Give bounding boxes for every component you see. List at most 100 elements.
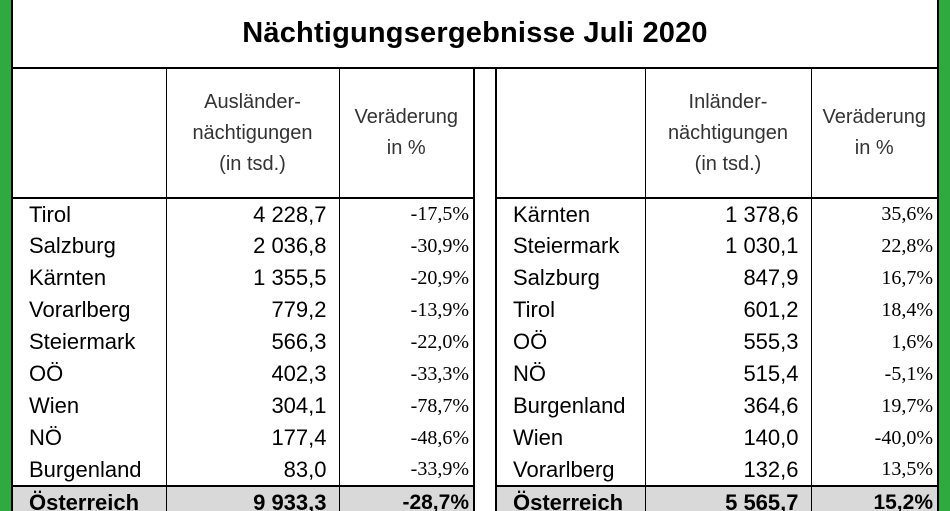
- overnights-cell: 83,0: [165, 454, 339, 486]
- header-region: [497, 69, 645, 199]
- header-line: nächtigungen: [667, 121, 789, 144]
- overnights-cell: 779,2: [165, 294, 339, 326]
- overnights-cell: 1 355,5: [165, 262, 339, 294]
- tables-area: Ausländer- nächtigungen (in tsd.) Veräde…: [13, 69, 937, 511]
- region-cell: Vorarlberg: [513, 456, 615, 482]
- table-row: Vorarlberg 132,6 13,5%: [497, 454, 937, 486]
- change-cell: -48,6%: [338, 422, 473, 454]
- change-cell: -5,1%: [810, 358, 937, 390]
- foreign-overnights-table: Ausländer- nächtigungen (in tsd.) Veräde…: [13, 69, 473, 511]
- header-change-percent: Veräderung in %: [810, 69, 937, 199]
- region-cell: OÖ: [513, 329, 548, 354]
- change-cell: 15,2%: [810, 485, 937, 511]
- table-row: Tirol 601,2 18,4%: [497, 294, 937, 326]
- overnights-cell: 1 378,6: [644, 198, 811, 230]
- change-cell: -28,7%: [338, 485, 473, 511]
- change-cell: 22,8%: [810, 230, 937, 262]
- overnights-cell: 140,0: [644, 422, 811, 454]
- table-row: Burgenland 364,6 19,7%: [497, 390, 937, 422]
- region-cell: Kärnten: [29, 265, 107, 290]
- header-line: Ausländer-: [204, 90, 301, 113]
- header-change-percent: Veräderung in %: [338, 69, 473, 199]
- domestic-overnights-table: Inländer- nächtigungen (in tsd.) Veräder…: [497, 69, 937, 511]
- header-line: Veräderung: [354, 106, 458, 128]
- overnights-cell: 555,3: [644, 326, 811, 358]
- change-cell: 35,6%: [810, 198, 937, 230]
- table-row: NÖ 177,4 -48,6%: [13, 422, 473, 454]
- total-row: Österreich 9 933,3 -28,7%: [13, 485, 473, 511]
- table-row: Burgenland 83,0 -33,9%: [13, 454, 473, 486]
- overnights-cell: 9 933,3: [165, 485, 339, 511]
- header-domestic-overnights: Inländer- nächtigungen (in tsd.): [644, 69, 811, 199]
- table-row: Salzburg 2 036,8 -30,9%: [13, 230, 473, 262]
- region-cell: OÖ: [29, 361, 64, 386]
- header-foreign-overnights: Ausländer- nächtigungen (in tsd.): [165, 69, 339, 199]
- change-cell: 16,7%: [810, 262, 937, 294]
- table-row: OÖ 402,3 -33,3%: [13, 358, 473, 390]
- overnights-cell: 2 036,8: [165, 230, 339, 262]
- table-row: OÖ 555,3 1,6%: [497, 326, 937, 358]
- change-cell: 18,4%: [810, 294, 937, 326]
- header-row: Ausländer- nächtigungen (in tsd.) Veräde…: [13, 69, 473, 199]
- overnights-cell: 304,1: [165, 390, 339, 422]
- overnights-cell: 601,2: [644, 294, 811, 326]
- table-row: Tirol 4 228,7 -17,5%: [13, 198, 473, 230]
- table-separator: [473, 69, 497, 511]
- region-cell: Burgenland: [513, 393, 626, 418]
- change-cell: 13,5%: [810, 454, 937, 486]
- total-row: Österreich 5 565,7 15,2%: [497, 485, 937, 511]
- table-body: Kärnten 1 378,6 35,6% Steiermark 1 030,1 22,8…: [497, 198, 937, 511]
- region-cell: Vorarlberg: [29, 297, 131, 322]
- table-row: Vorarlberg 779,2 -13,9%: [13, 294, 473, 326]
- change-cell: 1,6%: [810, 326, 937, 358]
- overnights-cell: 847,9: [644, 262, 811, 294]
- change-cell: -40,0%: [810, 422, 937, 454]
- table-row: Wien 304,1 -78,7%: [13, 390, 473, 422]
- table-row: Kärnten 1 378,6 35,6%: [497, 198, 937, 230]
- region-cell: Österreich: [497, 485, 645, 511]
- report-frame: Nächtigungsergebnisse Juli 2020 Auslände…: [11, 0, 939, 511]
- table-row: Kärnten 1 355,5 -20,9%: [13, 262, 473, 294]
- region-cell: Österreich: [13, 485, 166, 511]
- overnights-cell: 177,4: [165, 422, 339, 454]
- region-cell: Salzburg: [29, 233, 116, 258]
- region-cell: Tirol: [513, 297, 555, 322]
- table-row: Wien 140,0 -40,0%: [497, 422, 937, 454]
- table-row: Salzburg 847,9 16,7%: [497, 262, 937, 294]
- overnights-cell: 5 565,7: [644, 485, 811, 511]
- table-row: Steiermark 1 030,1 22,8%: [497, 230, 937, 262]
- table-body: Tirol 4 228,7 -17,5% Salzburg 2 036,8 -30,9% K…: [13, 198, 473, 511]
- change-cell: -20,9%: [338, 262, 473, 294]
- region-cell: NÖ: [29, 425, 62, 450]
- region-cell: Tirol: [29, 201, 71, 227]
- change-cell: -30,9%: [338, 230, 473, 262]
- overnights-cell: 566,3: [165, 326, 339, 358]
- region-cell: Steiermark: [29, 329, 136, 354]
- change-cell: 19,7%: [810, 390, 937, 422]
- header-line: in %: [854, 137, 894, 159]
- header-line: in %: [386, 137, 426, 159]
- overnights-cell: 132,6: [644, 454, 811, 486]
- region-cell: Kärnten: [513, 201, 591, 227]
- table-row: Steiermark 566,3 -22,0%: [13, 326, 473, 358]
- overnights-cell: 515,4: [644, 358, 811, 390]
- header-row: Inländer- nächtigungen (in tsd.) Veräder…: [497, 69, 937, 199]
- header-line: Inländer-: [688, 90, 768, 113]
- header-line: (in tsd.): [219, 152, 286, 175]
- region-cell: Steiermark: [513, 233, 620, 258]
- change-cell: -78,7%: [338, 390, 473, 422]
- overnights-cell: 1 030,1: [644, 230, 811, 262]
- overnights-cell: 4 228,7: [165, 198, 339, 230]
- change-cell: -33,9%: [338, 454, 473, 486]
- region-cell: Salzburg: [513, 265, 600, 290]
- page-title: Nächtigungsergebnisse Juli 2020: [13, 0, 937, 69]
- overnights-cell: 402,3: [165, 358, 339, 390]
- change-cell: -33,3%: [338, 358, 473, 390]
- table-row: NÖ 515,4 -5,1%: [497, 358, 937, 390]
- region-cell: Wien: [29, 393, 80, 418]
- header-region: [13, 69, 166, 199]
- region-cell: Wien: [513, 425, 564, 450]
- header-line: (in tsd.): [694, 152, 762, 175]
- change-cell: -22,0%: [338, 326, 473, 358]
- header-line: Veräderung: [822, 106, 926, 128]
